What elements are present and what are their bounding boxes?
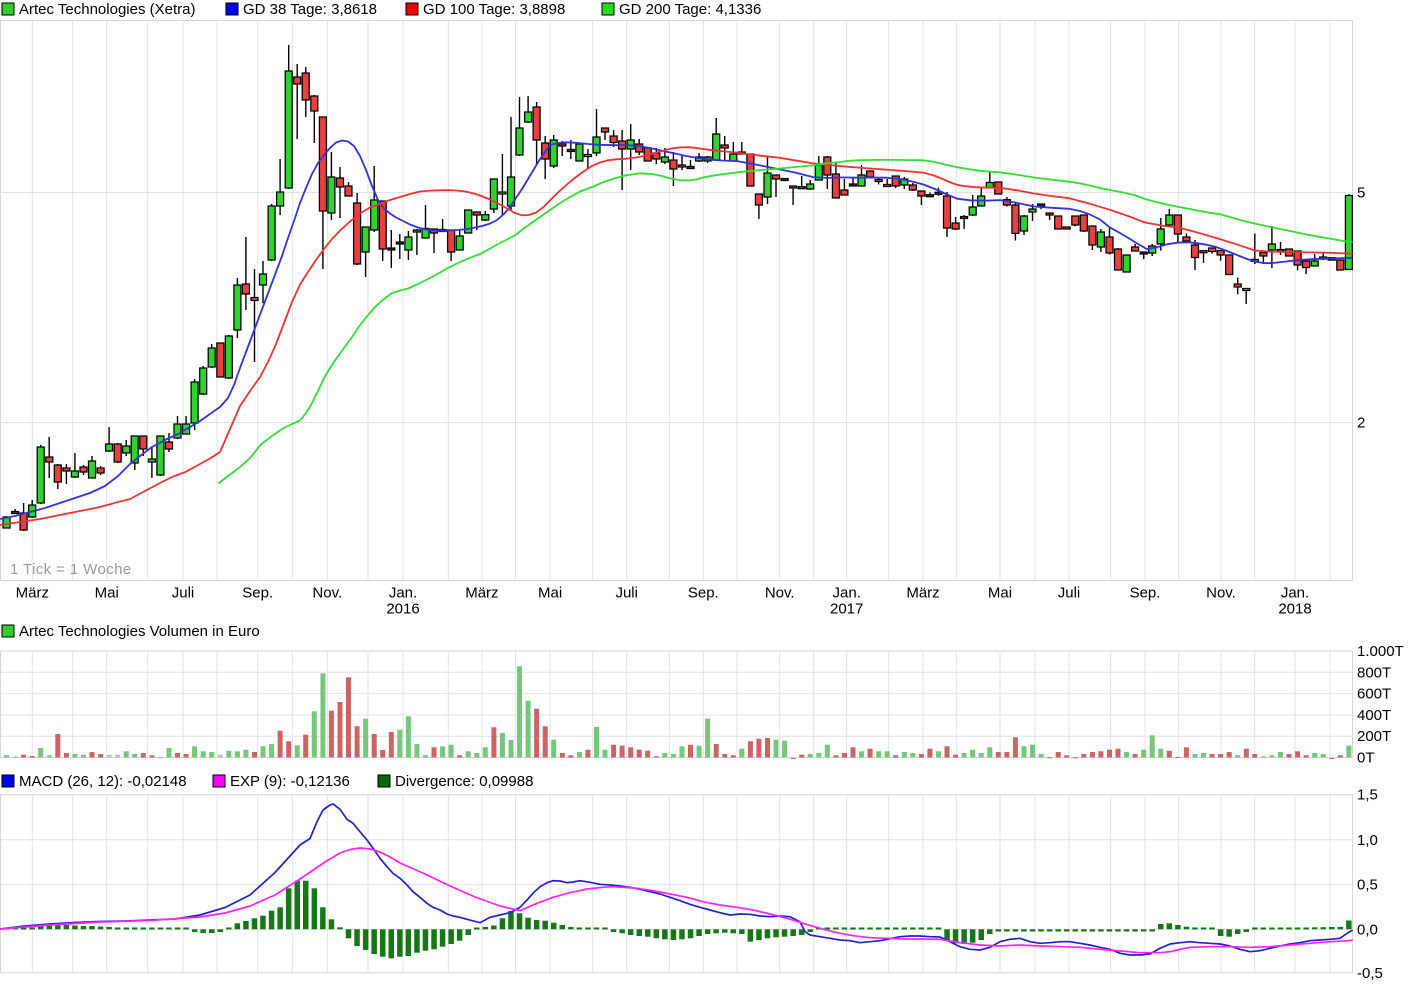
svg-text:Nov.: Nov. bbox=[312, 585, 342, 602]
svg-text:Sep.: Sep. bbox=[1130, 585, 1161, 602]
svg-text:Juli: Juli bbox=[172, 585, 195, 602]
svg-text:2016: 2016 bbox=[386, 601, 419, 618]
svg-text:Sep.: Sep. bbox=[242, 585, 273, 602]
svg-text:Divergence: 0,09988: Divergence: 0,09988 bbox=[395, 773, 533, 790]
svg-text:2018: 2018 bbox=[1278, 601, 1311, 618]
svg-text:Mai: Mai bbox=[538, 585, 562, 602]
svg-text:MACD (26, 12): -0,02148: MACD (26, 12): -0,02148 bbox=[19, 773, 187, 790]
svg-text:Juli: Juli bbox=[1058, 585, 1081, 602]
svg-text:März: März bbox=[906, 585, 939, 602]
svg-text:Artec Technologies (Xetra): Artec Technologies (Xetra) bbox=[19, 1, 195, 18]
svg-text:5: 5 bbox=[1357, 185, 1365, 202]
svg-text:Nov.: Nov. bbox=[765, 585, 795, 602]
svg-text:Nov.: Nov. bbox=[1206, 585, 1236, 602]
svg-text:800T: 800T bbox=[1357, 664, 1391, 681]
svg-text:200T: 200T bbox=[1357, 728, 1391, 745]
svg-text:Jan.: Jan. bbox=[389, 585, 417, 602]
svg-text:Jan.: Jan. bbox=[833, 585, 861, 602]
svg-text:Mai: Mai bbox=[95, 585, 119, 602]
svg-text:EXP (9): -0,12136: EXP (9): -0,12136 bbox=[230, 773, 350, 790]
svg-text:März: März bbox=[465, 585, 498, 602]
svg-text:Sep.: Sep. bbox=[688, 585, 719, 602]
svg-text:600T: 600T bbox=[1357, 686, 1391, 703]
svg-text:1,0: 1,0 bbox=[1357, 832, 1378, 849]
svg-text:1 Tick = 1 Woche: 1 Tick = 1 Woche bbox=[10, 561, 132, 578]
svg-text:-0,5: -0,5 bbox=[1357, 965, 1383, 982]
svg-text:1,5: 1,5 bbox=[1357, 787, 1378, 804]
svg-text:Artec Technologies Volumen in: Artec Technologies Volumen in Euro bbox=[19, 623, 260, 640]
svg-text:Jan.: Jan. bbox=[1281, 585, 1309, 602]
svg-text:2017: 2017 bbox=[830, 601, 863, 618]
svg-text:2: 2 bbox=[1357, 415, 1365, 432]
svg-text:März: März bbox=[16, 585, 49, 602]
svg-text:GD 200 Tage: 4,1336: GD 200 Tage: 4,1336 bbox=[619, 1, 761, 18]
svg-text:Mai: Mai bbox=[988, 585, 1012, 602]
svg-text:GD 38 Tage: 3,8618: GD 38 Tage: 3,8618 bbox=[243, 1, 377, 18]
svg-text:400T: 400T bbox=[1357, 707, 1391, 724]
svg-text:Juli: Juli bbox=[615, 585, 638, 602]
svg-text:GD 100 Tage: 3,8898: GD 100 Tage: 3,8898 bbox=[423, 1, 565, 18]
svg-text:0,5: 0,5 bbox=[1357, 877, 1378, 894]
svg-text:1.000T: 1.000T bbox=[1357, 643, 1404, 660]
svg-text:0T: 0T bbox=[1357, 750, 1375, 767]
svg-text:0,0: 0,0 bbox=[1357, 921, 1378, 938]
